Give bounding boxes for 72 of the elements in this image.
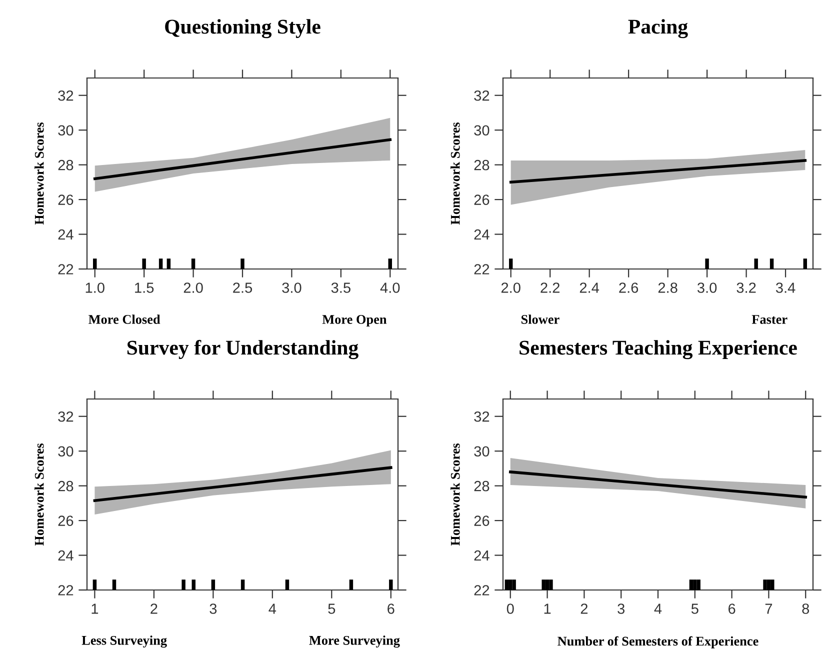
y-tick-label: 26 xyxy=(474,516,490,526)
x-tick-label: 4 xyxy=(654,604,662,614)
x-tick-label: 2.2 xyxy=(540,282,560,293)
text: Faster xyxy=(752,315,788,324)
x-tick-label: 3.0 xyxy=(282,282,302,293)
x-tick-label: 2 xyxy=(580,604,588,614)
x-tick-label: 7 xyxy=(765,604,772,614)
x-tick-label: 2.8 xyxy=(658,282,678,293)
text: More Closed xyxy=(88,314,160,324)
y-tick-label: 28 xyxy=(58,160,74,170)
y-axis-title: Homework Scores xyxy=(450,443,460,546)
y-tick-label: 30 xyxy=(474,125,490,136)
y-tick-label: 30 xyxy=(474,446,490,457)
y-tick-label: 32 xyxy=(474,90,490,101)
y-tick-label: 24 xyxy=(474,550,490,561)
line-series xyxy=(93,138,392,180)
x-tick-label: 6 xyxy=(388,604,394,614)
x-tick-label: 5 xyxy=(691,604,698,614)
y-tick-label: 28 xyxy=(474,160,490,170)
x-tick-label: 4.0 xyxy=(380,282,400,293)
y-tick-label: 24 xyxy=(474,229,490,240)
x-tick-label: 2.4 xyxy=(580,282,600,293)
x-tick-label: 3 xyxy=(618,604,625,614)
x-tick-label: 2.5 xyxy=(233,282,252,293)
chart-title: Pacing xyxy=(628,19,688,38)
text: More Surveying xyxy=(309,636,400,648)
x-tick-label: 3.4 xyxy=(776,282,796,293)
y-axis-title: Homework Scores xyxy=(34,122,44,225)
text: More Open xyxy=(322,315,387,327)
x-tick-label: 5 xyxy=(328,604,336,614)
line-series xyxy=(509,159,807,184)
y-axis-title: Homework Scores xyxy=(34,443,44,546)
chart-title: Questioning Style xyxy=(165,19,320,38)
x-tick-label: 1 xyxy=(544,604,551,614)
x-tick-label: 1.5 xyxy=(135,282,154,293)
y-tick-label: 32 xyxy=(58,411,74,422)
y-tick-label: 22 xyxy=(58,264,74,274)
y-tick-label: 28 xyxy=(474,480,490,492)
x-tick-label: 0 xyxy=(506,604,514,614)
x-tick-label: 2 xyxy=(150,604,158,614)
y-tick-label: 24 xyxy=(58,229,74,240)
chart-title: Survey for Understanding xyxy=(127,340,358,360)
x-tick-label: 3.2 xyxy=(736,282,756,293)
x-tick-label: 2.0 xyxy=(501,282,520,293)
y-axis-title: Homework Scores xyxy=(450,122,460,225)
y-tick-label: 24 xyxy=(58,550,74,561)
y-tick-label: 30 xyxy=(58,446,74,457)
y-tick-label: 30 xyxy=(58,125,74,136)
x-axis-title: Number of Semesters of Experience xyxy=(558,636,758,648)
chart-title: Semesters Teaching Experience xyxy=(520,340,797,360)
x-tick-label: 1 xyxy=(92,604,98,614)
x-tick-label: 8 xyxy=(802,604,810,614)
text: Less Surveying xyxy=(82,636,167,648)
line-series xyxy=(93,466,392,502)
x-tick-label: 6 xyxy=(728,604,736,614)
x-tick-label: 2.6 xyxy=(619,282,638,293)
y-tick-label: 32 xyxy=(474,411,490,422)
text: Slower xyxy=(521,314,560,324)
x-tick-label: 1.0 xyxy=(86,282,104,293)
x-tick-label: 4 xyxy=(268,604,276,614)
x-tick-label: 3.0 xyxy=(697,282,717,293)
y-tick-label: 26 xyxy=(58,194,74,205)
y-tick-label: 26 xyxy=(474,194,490,205)
y-tick-label: 22 xyxy=(58,585,74,596)
x-tick-label: 3 xyxy=(210,604,217,614)
y-tick-label: 28 xyxy=(58,480,74,492)
y-tick-label: 32 xyxy=(58,90,74,101)
y-tick-label: 22 xyxy=(474,264,490,274)
x-tick-label: 3.5 xyxy=(331,282,350,293)
y-tick-label: 26 xyxy=(58,516,74,526)
y-tick-label: 22 xyxy=(474,585,490,596)
x-tick-label: 2.0 xyxy=(184,282,203,293)
